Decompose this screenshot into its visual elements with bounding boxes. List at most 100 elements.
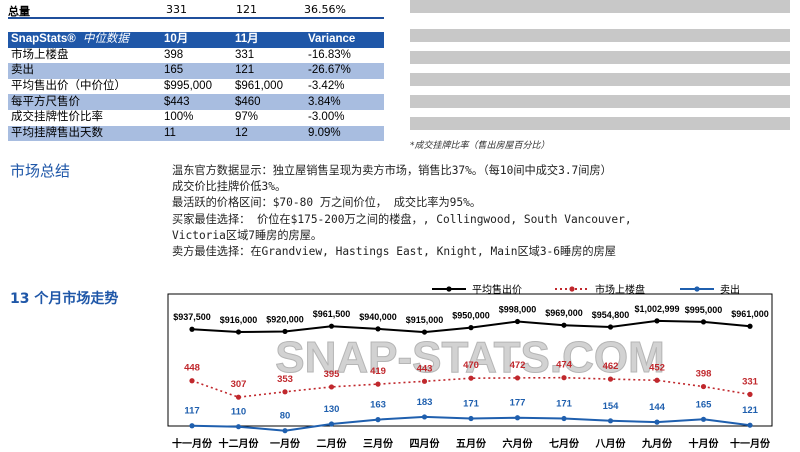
row-oct: 11 xyxy=(161,125,232,142)
data-label: 80 xyxy=(280,411,291,422)
legend-marker xyxy=(446,286,452,292)
x-axis: 十一月份 十二月份 一月份 二月份 三月份 四月份 五月份 六月份 七月份 八月份 九月份 十月份 十一… xyxy=(172,437,771,450)
x-tick-label: 七月份 xyxy=(549,437,580,450)
data-point xyxy=(747,422,753,428)
data-point xyxy=(561,322,567,328)
table-header-row: SnapStats® 中位数据 10月 11月 Variance xyxy=(8,32,384,48)
data-label: $937,500 xyxy=(173,312,211,322)
data-label: 171 xyxy=(556,399,573,410)
x-tick-label: 十一月份 xyxy=(730,437,771,450)
placeholder-bar xyxy=(410,95,790,108)
x-tick-label: 八月份 xyxy=(595,437,627,450)
data-label: $916,000 xyxy=(220,315,258,325)
data-point xyxy=(700,383,707,390)
data-label: $954,800 xyxy=(592,310,630,320)
row-label: 平均挂牌售出天数 xyxy=(8,125,161,142)
summary-line: 成交价比挂牌价低3%。 xyxy=(172,180,287,194)
data-point xyxy=(514,415,521,421)
data-point xyxy=(700,319,707,325)
data-point xyxy=(654,377,660,383)
data-point xyxy=(468,375,474,381)
row-label: 市场上楼盘 xyxy=(11,48,69,61)
legend-label: 平均售出价 xyxy=(472,283,522,296)
data-point xyxy=(235,329,242,335)
totals-nov: 121 xyxy=(236,3,257,16)
plot-frame xyxy=(167,293,773,427)
placeholder-bar xyxy=(410,29,790,42)
data-label: 443 xyxy=(417,363,433,374)
table-title: 中位数据 xyxy=(82,33,129,46)
data-point xyxy=(282,328,288,335)
summary-text: 温东官方数据显示：独立屋销售呈现为卖方市场，销售比37%。（每10间中成交3.7… xyxy=(172,163,792,260)
row-variance: -3.42% xyxy=(308,80,345,93)
x-tick-label: 二月份 xyxy=(317,437,348,450)
median-stats-table: SnapStats® 中位数据 10月 11月 Variance 市场上楼盘 3… xyxy=(8,32,384,142)
row-nov: $460 xyxy=(232,94,305,110)
legend-marker xyxy=(694,286,700,292)
summary-line: 买家最佳选择： 价位在$175-200万之间的楼盘，, Collingwood,… xyxy=(172,212,632,226)
data-label: 353 xyxy=(277,374,293,385)
col-header-oct: 10月 xyxy=(161,32,232,48)
row-nov: 331 xyxy=(235,48,255,61)
data-point xyxy=(421,329,428,335)
data-label: 448 xyxy=(184,363,200,374)
data-point xyxy=(654,318,660,324)
data-label: $969,000 xyxy=(545,308,583,318)
row-variance: -3.00% xyxy=(308,111,345,124)
row-label: 每平方尺售价 xyxy=(8,94,161,110)
table-row: 平均挂牌售出天数 11 12 9.09% xyxy=(8,125,384,142)
summary-title: 市场总结 xyxy=(10,162,71,180)
data-point xyxy=(700,416,707,422)
row-oct: $995,000 xyxy=(164,80,212,93)
x-tick-label: 十二月份 xyxy=(219,437,260,450)
row-oct: 100% xyxy=(164,111,194,124)
totals-oct: 331 xyxy=(166,3,187,16)
divider xyxy=(8,17,384,19)
data-label: $995,000 xyxy=(685,305,723,315)
row-variance: -16.83% xyxy=(308,48,351,61)
legend-label: 卖出 xyxy=(720,283,740,296)
data-label: 398 xyxy=(696,369,712,380)
data-label: 307 xyxy=(231,379,247,390)
data-label: $961,500 xyxy=(313,309,351,319)
placeholder-bar xyxy=(410,51,790,64)
data-label: 121 xyxy=(742,405,759,416)
data-point xyxy=(375,417,381,423)
data-point xyxy=(468,325,474,331)
data-point xyxy=(328,421,335,427)
summary-line: 温东官方数据显示：独立屋销售呈现为卖方市场，销售比37%。（每10间中成交3.7… xyxy=(172,164,612,177)
data-point xyxy=(189,423,195,429)
data-label: 171 xyxy=(463,399,480,410)
data-label: 419 xyxy=(370,366,386,377)
data-label: 183 xyxy=(417,397,433,408)
data-label: 117 xyxy=(184,406,199,417)
row-variance: -26.67% xyxy=(305,63,384,79)
col-header-variance: Variance xyxy=(305,32,384,48)
totals-label: 总量 xyxy=(8,5,30,18)
summary-line: Victoria区域7睡房的房屋。 xyxy=(172,228,323,242)
data-label: 177 xyxy=(510,398,526,409)
summary-line: 最活跃的价格区间：$70-80 万之间价位， 成交比率为95%。 xyxy=(172,196,482,210)
placeholder-bar xyxy=(410,73,790,86)
x-tick-label: 六月份 xyxy=(503,437,534,450)
placeholder-bar xyxy=(410,0,790,13)
col-header-nov: 11月 xyxy=(232,32,305,48)
row-oct: 165 xyxy=(161,63,232,79)
row-nov: 12 xyxy=(232,125,305,142)
x-tick-label: 五月份 xyxy=(456,437,487,450)
data-point xyxy=(375,381,381,387)
trend-chart: 平均售出价 市场上楼盘 卖出 SNAP-STATS.COM $937,500 $916… xyxy=(167,283,773,450)
brand-name: SnapStats® xyxy=(11,33,76,46)
data-label: 110 xyxy=(231,407,246,418)
data-point xyxy=(189,326,195,332)
data-point xyxy=(654,419,660,425)
data-label: $961,000 xyxy=(731,309,769,319)
data-label: 331 xyxy=(742,376,759,387)
data-point xyxy=(282,428,288,434)
data-point xyxy=(282,389,288,395)
series-layer: $937,500 $916,000 $920,000 $961,500 $940,000… xyxy=(173,304,769,434)
data-point xyxy=(235,424,242,430)
table-row: 卖出 165 121 -26.67% xyxy=(8,63,384,79)
watermark: SNAP-STATS.COM xyxy=(275,333,664,382)
data-label: $940,000 xyxy=(359,312,397,322)
